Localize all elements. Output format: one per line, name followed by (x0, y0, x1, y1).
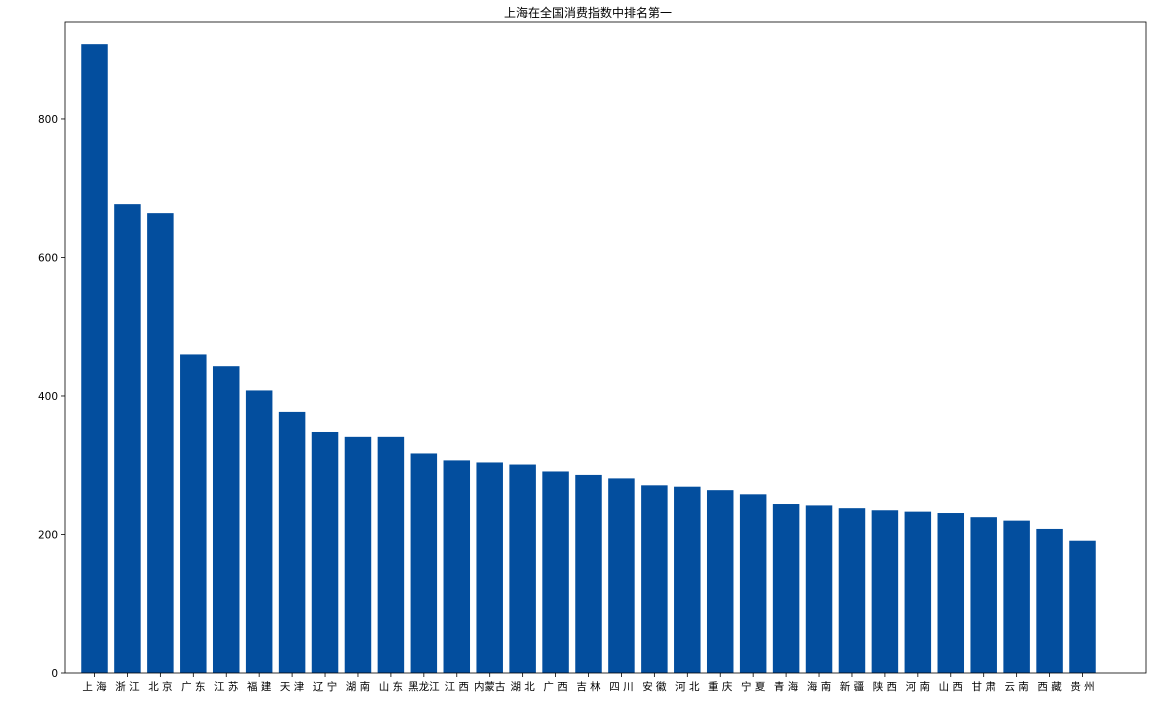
x-tick-label: 贵 州 (1070, 680, 1094, 693)
bar-8 (311, 431, 339, 673)
x-tick-label: 河 北 (675, 681, 700, 693)
bar-22 (772, 504, 800, 673)
bar-23 (805, 505, 833, 673)
bar-18 (641, 485, 668, 673)
bar-9 (344, 436, 372, 673)
x-tick-label: 内蒙古 (474, 680, 506, 693)
bar-14 (509, 464, 536, 673)
chart-title: 上海在全国消费指数中排名第一 (504, 5, 672, 20)
x-tick-label: 四 川 (609, 681, 633, 693)
bar-1 (81, 44, 108, 674)
bars-layer (81, 44, 1096, 674)
x-tick-label: 湖 北 (510, 681, 535, 693)
bar-4 (180, 354, 207, 673)
bar-28 (970, 517, 997, 673)
bar-15 (542, 471, 569, 673)
bar-26 (904, 511, 932, 673)
x-tick-label: 海 南 (807, 680, 831, 693)
bar-3 (147, 213, 174, 673)
x-tick-label: 广 东 (181, 680, 205, 693)
x-tick-label: 山 东 (379, 680, 403, 693)
x-tick-label: 新 疆 (840, 680, 865, 693)
bar-24 (838, 508, 866, 673)
x-tick-label: 黑龙江 (408, 680, 440, 693)
x-tick-label: 陕 西 (873, 680, 897, 693)
x-tick-label: 吉 林 (576, 680, 601, 693)
x-tick-label: 重 庆 (708, 680, 733, 693)
x-tick-label: 河 南 (906, 680, 930, 693)
x-tick-label: 广 西 (543, 681, 567, 693)
bar-12 (443, 460, 471, 673)
bar-10 (377, 436, 405, 673)
x-tick-label: 安 徽 (642, 680, 667, 693)
bar-5 (212, 366, 240, 673)
bar-17 (608, 478, 635, 673)
bar-19 (674, 486, 701, 673)
bar-11 (410, 453, 438, 673)
bar-16 (575, 474, 602, 673)
x-tick-label: 天 津 (280, 681, 305, 693)
x-tick-label: 北 京 (148, 680, 172, 693)
x-tick-label: 江 苏 (214, 680, 238, 693)
y-tick-label: 0 (51, 668, 58, 680)
x-tick-label: 西 藏 (1037, 681, 1062, 693)
x-tick-label: 宁 夏 (741, 680, 766, 693)
plot-frame (64, 21, 1147, 674)
bar-13 (476, 462, 503, 673)
x-axis: 上 海浙 江北 京广 东江 苏福 建天 津辽 宁湖 南山 东黑龙江江 西内蒙古湖… (82, 673, 1095, 693)
x-tick-label: 辽 宁 (313, 680, 337, 693)
x-tick-label: 山 西 (939, 681, 963, 693)
bar-2 (114, 204, 141, 673)
x-tick-label: 湖 南 (346, 680, 370, 693)
bar-20 (706, 490, 734, 673)
y-axis: 0 200 400 600 800 (38, 114, 65, 680)
bar-30 (1036, 528, 1063, 673)
x-tick-label: 青 海 (774, 680, 799, 693)
bar-7 (278, 411, 306, 673)
x-tick-label: 云 南 (1004, 680, 1028, 693)
bar-29 (1003, 520, 1030, 673)
x-tick-label: 福 建 (247, 680, 272, 693)
bar-31 (1069, 540, 1096, 673)
bar-21 (739, 494, 767, 673)
x-tick-label: 甘 肃 (972, 680, 996, 693)
bar-27 (937, 513, 965, 673)
x-tick-label: 浙 江 (115, 681, 140, 693)
bar-6 (245, 390, 273, 673)
x-tick-label: 上 海 (82, 680, 107, 693)
x-tick-label: 江 西 (445, 681, 469, 693)
y-tick-label: 800 (38, 114, 58, 126)
y-tick-label: 200 (38, 529, 58, 541)
bar-25 (871, 510, 899, 673)
y-tick-label: 400 (38, 391, 58, 403)
y-tick-label: 600 (38, 252, 58, 264)
